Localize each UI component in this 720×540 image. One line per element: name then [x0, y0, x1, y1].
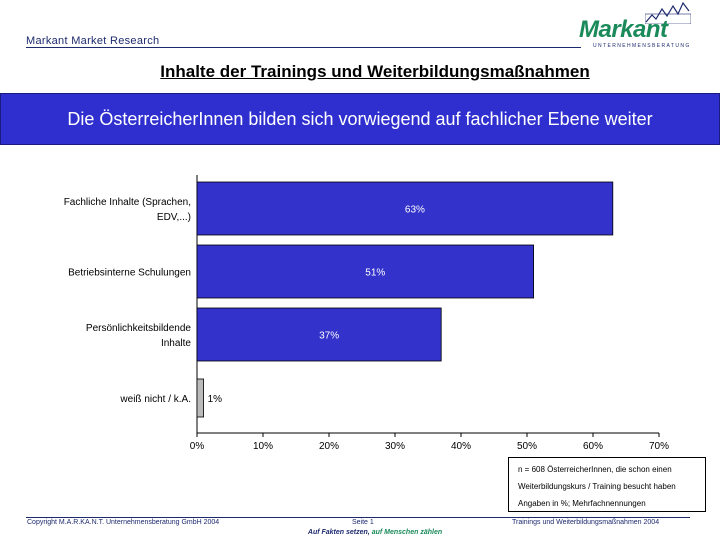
slogan-part-1: Auf Fakten setzen,	[308, 529, 370, 536]
bar-value-label: 51%	[365, 268, 385, 279]
category-label: Fachliche Inhalte (Sprachen,	[64, 197, 191, 208]
x-tick-label: 50%	[517, 441, 537, 452]
headline-text: Die ÖsterreicherInnen bilden sich vorwie…	[67, 109, 652, 130]
logo-wordmark: Markant	[579, 16, 668, 44]
category-label: weiß nicht / k.A.	[119, 394, 191, 405]
x-tick-label: 20%	[319, 441, 339, 452]
x-tick-label: 70%	[649, 441, 669, 452]
logo-subtitle: UNTERNEHMENSBERATUNG	[593, 43, 691, 49]
x-tick-label: 30%	[385, 441, 405, 452]
bar-value-label: 63%	[405, 205, 425, 216]
headline-banner: Die ÖsterreicherInnen bilden sich vorwie…	[0, 93, 720, 145]
note-line: Angaben in %; Mehrfachnennungen	[518, 499, 705, 509]
slogan-part-2: auf Menschen zählen	[372, 529, 442, 536]
x-tick-label: 10%	[253, 441, 273, 452]
bar-chart: 0% 10% 20% 30% 40% 50% 60% 70% 63% Fachliche Inha…	[0, 150, 720, 460]
x-tick-label: 0%	[190, 441, 205, 452]
note-line: Weiterbildungskurs / Training besucht ha…	[518, 482, 705, 492]
x-tick-label: 60%	[583, 441, 603, 452]
bar-value-label: 37%	[319, 331, 339, 342]
bar-value-label: 1%	[208, 394, 223, 405]
company-logo: Markant UNTERNEHMENSBERATUNG	[575, 2, 715, 52]
sample-note-box: n = 608 ÖsterreicherInnen, die schon ein…	[508, 457, 706, 512]
brand-text: Markant Market Research	[26, 35, 159, 47]
footer-slogan: Auf Fakten setzen, auf Menschen zählen	[0, 529, 720, 536]
bar	[197, 379, 204, 417]
footer-report-title: Trainings und Weiterbildungsmaßnahmen 20…	[512, 519, 659, 526]
x-tick-label: 40%	[451, 441, 471, 452]
category-label: Betriebsinterne Schulungen	[68, 268, 191, 279]
note-line: n = 608 ÖsterreicherInnen, die schon ein…	[518, 465, 705, 475]
page-title: Inhalte der Trainings und Weiterbildungs…	[0, 62, 720, 82]
footer-page-number: Seite 1	[352, 519, 374, 526]
category-label: Inhalte	[161, 338, 191, 349]
category-label: EDV,...)	[157, 212, 191, 223]
header-divider	[26, 47, 581, 48]
category-label: Persönlichkeitsbildende	[86, 323, 192, 334]
footer-divider	[26, 517, 690, 518]
footer-copyright: Copyright M.A.R.KA.N.T. Unternehmensbera…	[27, 519, 219, 526]
